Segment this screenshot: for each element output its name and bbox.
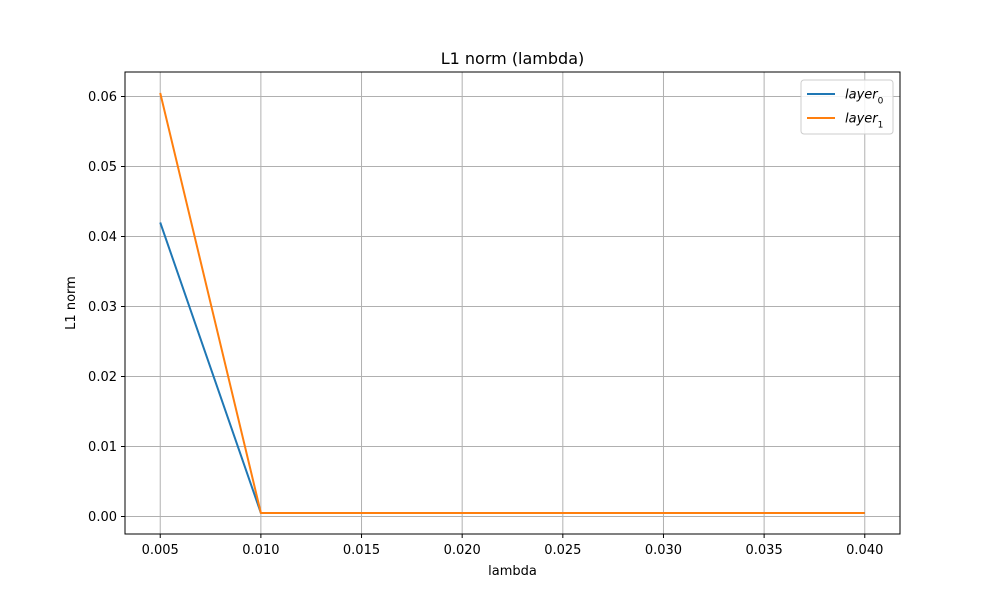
grid (125, 72, 900, 534)
legend-label: layer1 (845, 112, 883, 131)
y-tick-label: 0.00 (88, 510, 117, 525)
y-tick-label: 0.05 (88, 160, 117, 175)
y-axis-ticks: 0.00 0.01 0.02 0.03 0.04 0.05 0.06 (88, 90, 125, 525)
x-axis-ticks: 0.005 0.010 0.015 0.020 0.025 0.030 0.035 0.040 (142, 534, 883, 558)
series-line-layer1 (159, 92, 865, 514)
x-tick-label: 0.015 (343, 543, 380, 558)
axes-frame (124, 71, 901, 535)
x-tick-label: 0.030 (645, 543, 682, 558)
legend-label: layer0 (845, 88, 884, 107)
y-tick-label: 0.02 (88, 370, 117, 385)
y-tick-label: 0.06 (88, 90, 117, 105)
y-tick-label: 0.03 (88, 300, 117, 315)
x-tick-label: 0.040 (846, 543, 883, 558)
legend: layer0 layer1 (800, 79, 894, 135)
x-tick-label: 0.035 (746, 543, 783, 558)
plot-area (159, 92, 865, 514)
y-axis-label: L1 norm (64, 276, 79, 330)
x-tick-label: 0.010 (242, 543, 279, 558)
y-tick-label: 0.01 (88, 440, 117, 455)
x-tick-label: 0.005 (142, 543, 179, 558)
x-tick-label: 0.025 (544, 543, 581, 558)
x-axis-label: lambda (488, 564, 537, 579)
chart-title: L1 norm (lambda) (441, 49, 585, 68)
series-line-layer0 (159, 222, 865, 514)
y-tick-label: 0.04 (88, 230, 117, 245)
x-tick-label: 0.020 (444, 543, 481, 558)
